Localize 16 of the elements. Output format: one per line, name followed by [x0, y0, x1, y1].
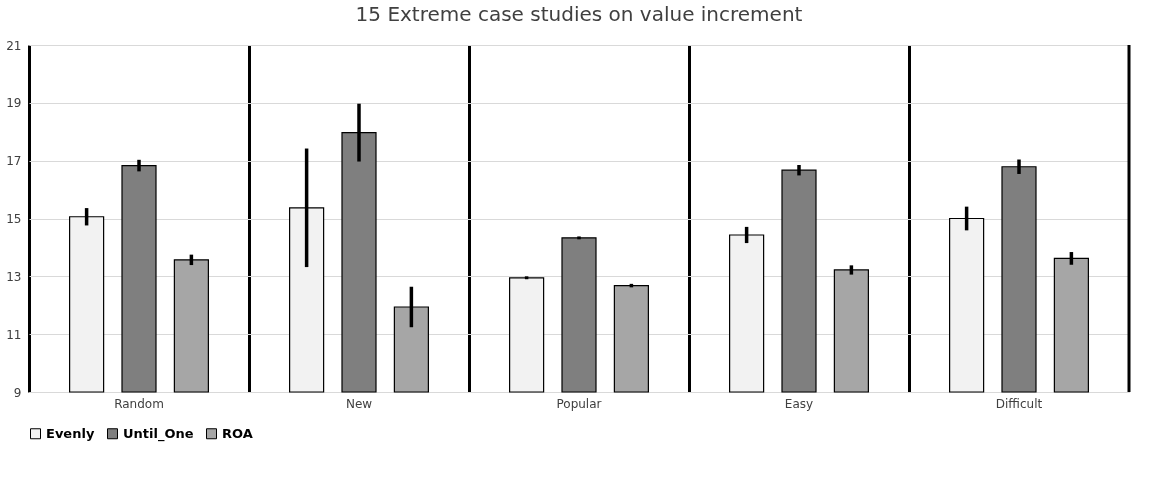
y-tick-label: 15: [6, 212, 22, 226]
legend-label: Until_One: [123, 425, 194, 442]
y-tick-label: 19: [6, 96, 22, 111]
y-tick-label: 11: [6, 327, 22, 342]
legend-label: ROA: [222, 425, 253, 441]
y-tick-label: 13: [6, 269, 22, 284]
x-tick-label: New: [345, 396, 373, 411]
y-tick-label: 9: [13, 385, 22, 400]
legend-label: Evenly: [46, 425, 95, 441]
y-tick-label: 21: [6, 38, 22, 53]
y-tick-label: 17: [6, 154, 22, 169]
x-tick-label: Random: [114, 396, 164, 411]
x-tick-label: Popular: [556, 396, 602, 411]
x-tick-label: Easy: [784, 396, 814, 411]
chart-title: 15 Extreme case studies on value increment: [355, 2, 803, 26]
x-tick-label: Difficult: [995, 396, 1043, 411]
